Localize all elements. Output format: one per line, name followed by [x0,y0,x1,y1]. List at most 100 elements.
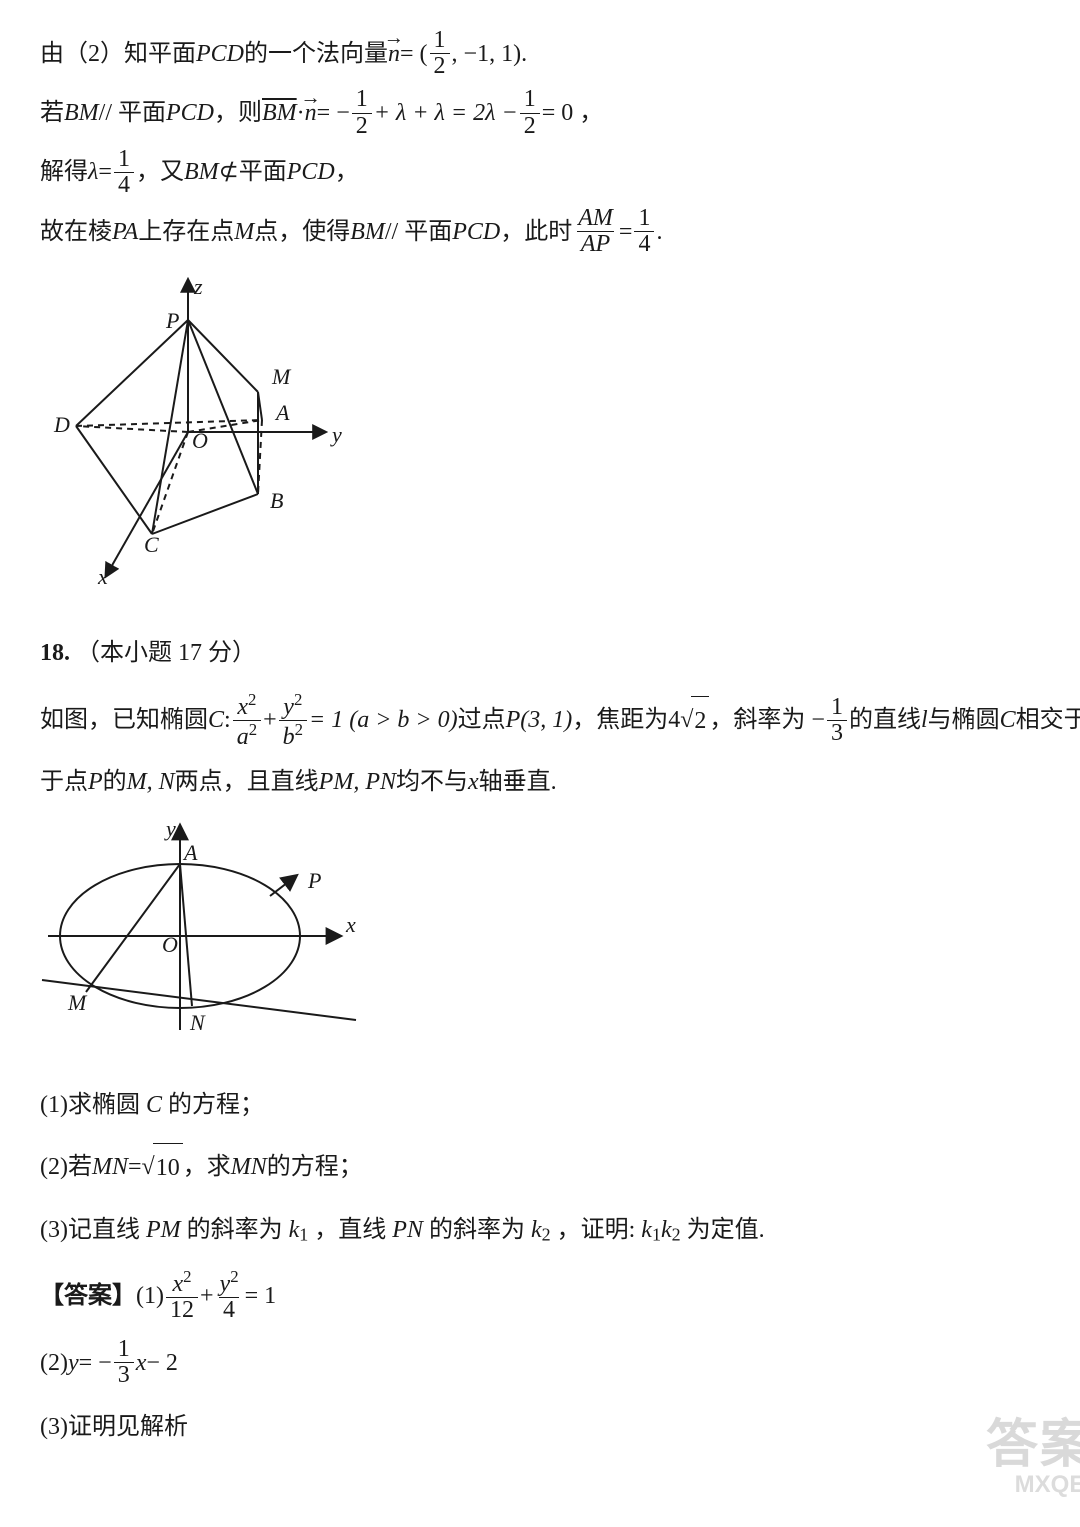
text: 如图，已知椭圆 [40,696,208,744]
s: 1 [652,1224,661,1244]
den: 4 [634,231,654,257]
text: // 平面 [99,89,166,137]
den: 2 [352,113,372,139]
svg-text:y: y [164,820,176,841]
text: 相交于异 [1016,696,1080,744]
svg-text:M: M [271,364,292,389]
text: 点，使得 [254,208,350,256]
PN: PN [392,1217,423,1243]
var-C: C [208,696,224,744]
n: n [305,100,317,126]
text: 若 [40,89,64,137]
4root2-coef: 4 [668,696,680,744]
part: (1) [136,1272,164,1320]
PM: PM [146,1217,181,1243]
ans-label: 【答案】 [40,1272,136,1320]
text: 的斜率为 [429,1217,531,1243]
text: ，求 [183,1143,231,1191]
frac-am-ap: AM AP [574,206,617,257]
eq: = [98,148,112,196]
eq: = − [317,89,350,137]
sqrt2: √2 [680,696,709,745]
vec-bm: BM [262,89,297,137]
sub: 2 [542,1224,551,1244]
num: x2 [233,691,260,720]
num: 1 [634,206,654,231]
wm-en: MXQE.COM [986,1473,1080,1497]
q18-part2: (2)若 MN = √10 ，求 MN 的方程； [40,1143,1080,1192]
num: AM [574,206,617,231]
pa: PA [112,208,138,256]
svg-text:A: A [274,400,290,425]
eq1: = 1 (a > b > 0) [309,696,458,744]
not-subset: ⊄ [219,148,239,196]
text: 于点 [40,758,88,806]
frac-x2-a2: x2 a2 [233,691,261,750]
frac-1-3: 1 3 [827,695,847,746]
svg-text:M: M [67,990,88,1015]
svg-text:D: D [53,412,70,437]
den: a2 [233,720,261,750]
text: (1)求椭圆 [40,1092,146,1118]
y: y [68,1339,79,1387]
text: 的方程； [168,1092,264,1118]
sub: 1 [299,1224,308,1244]
text: 的一个法向量 [244,30,388,78]
svg-text:A: A [182,840,198,865]
frac-y2-4: y2 4 [216,1268,243,1323]
svg-text:N: N [189,1010,206,1035]
eq: = [128,1143,142,1191]
text: ，焦距为 [572,696,668,744]
num: x2 [168,1268,195,1297]
text: 的斜率为 [187,1217,289,1243]
var-PMPN: PM, PN [319,758,396,806]
answer-2: (2) y = − 1 3 x − 2 [40,1337,1080,1388]
x: x [136,1339,147,1387]
text: ，又 [136,148,184,196]
frac-half-3: 1 2 [520,87,540,138]
bm: BM [350,208,385,256]
bm: BM [184,148,219,196]
figure-3d: zPMAyDOBCx [40,272,1080,609]
text: 的 [103,758,127,806]
den: AP [577,231,614,257]
fig2d-svg: yAPxOMN [40,820,370,1050]
answer-1: 【答案】 (1) x2 12 + y2 4 = 1 [40,1268,1080,1323]
var-MN: MN [92,1143,128,1191]
text: // 平面 [385,208,452,256]
answer-3: (3)证明见解析 [40,1403,1080,1451]
plus: + [200,1272,214,1320]
q18-line-2: 于点 P 的 M, N 两点，且直线 PM, PN 均不与 x 轴垂直. [40,758,1080,806]
svg-text:x: x [97,564,108,589]
var-MN: MN [231,1143,267,1191]
p17-line-1: 由（2）知平面 PCD 的一个法向量 n = ( 1 2 , −1, 1 ). [40,28,1080,79]
num: 1 [352,87,372,112]
den: 3 [114,1362,134,1388]
frac-half: 1 2 [430,28,450,79]
svg-text:O: O [162,932,178,957]
q18-num: 18. [40,640,70,666]
pcd: PCD [287,148,335,196]
q18-part3: (3)记直线 PM 的斜率为 k1 ，直线 PN 的斜率为 k2 ，证明: k1… [40,1206,1080,1254]
var-pcd: PCD [196,30,244,78]
var-C2: C [1000,696,1016,744]
mid: , −1, 1 [452,30,514,78]
text: 两点，且直线 [175,758,319,806]
text: (3)记直线 [40,1217,146,1243]
P31: P(3, 1) [506,696,573,744]
k: k [661,1217,672,1243]
k: k [531,1217,542,1243]
a: a [237,724,249,750]
num: y2 [216,1268,243,1297]
text: 由（2）知平面 [40,30,196,78]
num: 1 [114,147,134,172]
radicand: 2 [691,696,709,745]
den: 3 [827,720,847,746]
plus: + [263,696,277,744]
text: 上存在点 [138,208,234,256]
period: . [656,208,662,256]
q18-line-1: 如图，已知椭圆 C : x2 a2 + y2 b2 = 1 (a > b > 0… [40,691,1080,750]
eq: = 1 [245,1272,277,1320]
svg-text:z: z [193,274,203,299]
radicand: 10 [153,1143,183,1192]
